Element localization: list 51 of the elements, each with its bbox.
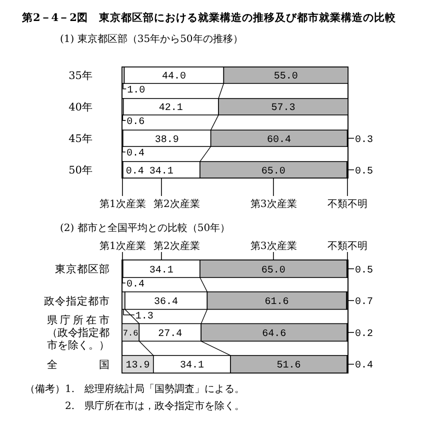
y-tick-label: 40年 xyxy=(68,102,93,114)
y-tick-label: 35年 xyxy=(68,70,93,82)
data-label: 57.3 xyxy=(271,103,296,114)
series-label: 不類不明 xyxy=(327,240,368,252)
y-tick-label: 50年 xyxy=(68,164,93,177)
data-label: 65.0 xyxy=(261,166,286,178)
data-label: 0.4 xyxy=(126,148,144,160)
data-label: 55.0 xyxy=(274,72,298,83)
data-label: 0.3 xyxy=(355,134,374,146)
data-label: 27.4 xyxy=(158,328,182,340)
data-label: 61.6 xyxy=(264,297,289,308)
text: （備考）1. 総理府統計局「国勢調査」による。 xyxy=(25,383,245,395)
data-label: 1.3 xyxy=(135,311,154,322)
legend-label: 第2次産業 xyxy=(153,198,200,210)
data-label: 7.6 xyxy=(122,328,138,338)
data-label: 51.6 xyxy=(276,360,301,372)
series-label: 第3次産業 xyxy=(250,240,297,252)
chart-title: 第2－4－2図 東京都区部における就業構造の推移及び都市就業構造の比較 xyxy=(21,11,397,24)
data-label: 65.0 xyxy=(261,265,286,276)
chart-title: (2) 都市と全国平均との比較（50年） xyxy=(60,222,230,234)
y-tick-label: 東京都区部 xyxy=(55,262,110,276)
data-label: 0.7 xyxy=(355,297,374,308)
y-tick-label: 全国 xyxy=(47,359,110,372)
y-tick-label: 政令指定都市 xyxy=(44,294,110,308)
text: 2. 県庁所在市は，政令指定市を除く。 xyxy=(65,400,245,412)
data-label: 0.5 xyxy=(355,265,374,276)
chart-subtitle: (1) 東京都区部（35年から50年の推移） xyxy=(60,33,243,45)
legend-label: 第3次産業 xyxy=(250,198,297,210)
series-label: 第2次産業 xyxy=(153,240,200,252)
data-label: 44.0 xyxy=(162,72,186,83)
data-label: 34.1 xyxy=(180,360,204,372)
data-label: 34.1 xyxy=(149,166,174,178)
data-label: 60.4 xyxy=(267,134,292,146)
data-label: 0.4 xyxy=(126,280,144,291)
data-label: 1.0 xyxy=(127,85,146,96)
data-label: 38.9 xyxy=(154,134,179,146)
data-label: 34.1 xyxy=(149,265,174,276)
y-tick-label: 45年 xyxy=(68,133,93,146)
legend-label: 第1次産業 xyxy=(99,198,146,210)
data-label: 0.5 xyxy=(355,166,374,178)
data-label: 13.9 xyxy=(126,360,150,372)
data-label: 0.4 xyxy=(126,166,144,178)
series-label: 第1次産業 xyxy=(99,240,146,252)
data-label: 0.6 xyxy=(126,116,145,128)
data-label: 36.4 xyxy=(154,297,178,308)
data-label: 0.4 xyxy=(355,360,374,372)
data-label: 0.2 xyxy=(355,328,374,340)
data-label: 64.6 xyxy=(262,328,286,340)
y-tick-label: 県庁所在市（政令指定都市を除く。） xyxy=(47,314,110,352)
legend-label: 不類不明 xyxy=(327,198,368,210)
data-label: 42.1 xyxy=(158,103,183,114)
